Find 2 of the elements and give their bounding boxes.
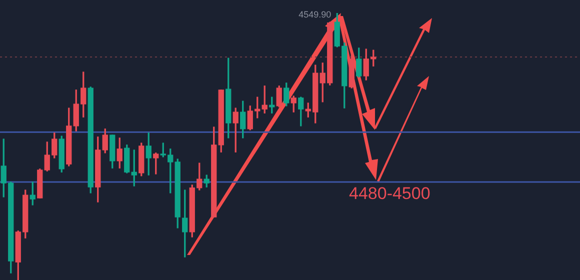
annotation: 4480-4500 xyxy=(349,184,430,204)
annotation: 4549.90 xyxy=(298,9,332,20)
